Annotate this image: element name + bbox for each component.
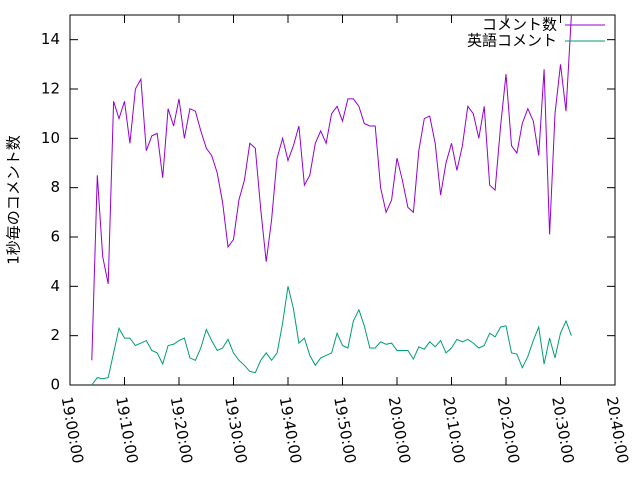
legend-label: コメント数 [482, 16, 557, 34]
series-line [91, 14, 572, 361]
x-tick-label: 19:50:00 [330, 395, 359, 464]
x-tick-label: 19:40:00 [276, 395, 305, 464]
y-tick-label: 8 [50, 178, 60, 196]
legend-label: 英語コメント [467, 32, 557, 50]
x-tick-label: 19:30:00 [221, 395, 250, 464]
x-tick-label: 20:10:00 [439, 395, 468, 464]
x-tick-label: 20:20:00 [494, 395, 523, 464]
x-tick-label: 20:40:00 [603, 395, 632, 464]
x-tick-label: 20:00:00 [385, 395, 414, 464]
y-tick-label: 12 [41, 80, 60, 98]
x-tick-label: 20:30:00 [548, 395, 577, 464]
x-tick-label: 19:20:00 [167, 395, 196, 464]
y-tick-label: 14 [41, 30, 60, 48]
y-tick-label: 2 [50, 326, 60, 344]
plot-frame [69, 14, 616, 386]
y-tick-label: 6 [50, 228, 60, 246]
y-tick-label: 0 [50, 376, 60, 394]
y-axis-label: 1秒毎のコメント数 [5, 135, 23, 265]
x-tick-label: 19:10:00 [112, 395, 141, 464]
y-tick-label: 4 [50, 277, 60, 295]
y-tick-label: 10 [41, 129, 60, 147]
x-tick-label: 19:00:00 [58, 395, 87, 464]
series-line [91, 286, 572, 386]
